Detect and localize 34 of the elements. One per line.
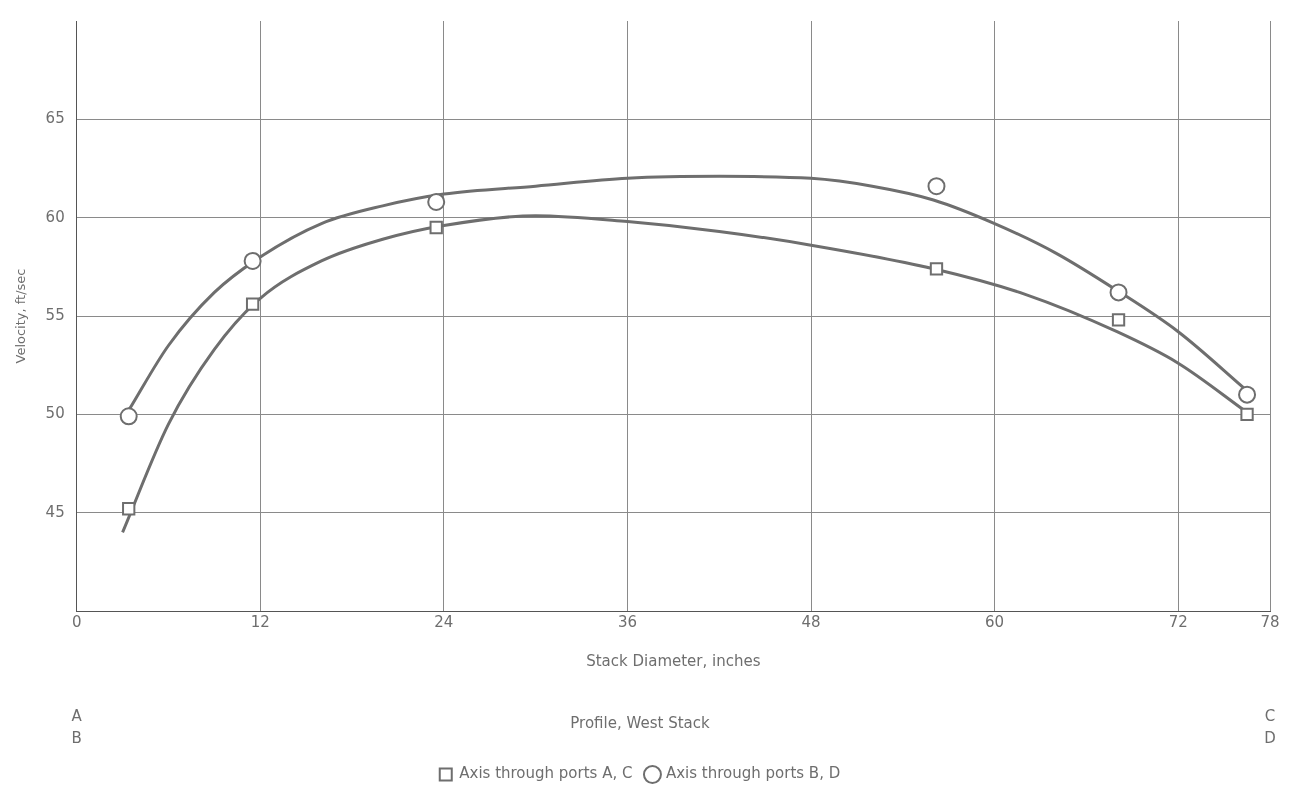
point xyxy=(245,297,260,311)
point xyxy=(1109,283,1128,302)
y-tick-label: 65 xyxy=(45,109,65,128)
point xyxy=(1238,385,1257,404)
y-tick-label: 60 xyxy=(45,207,65,226)
text: B xyxy=(71,728,82,747)
y-tick-label: 45 xyxy=(45,502,65,521)
x-tick-label: 12 xyxy=(250,612,270,631)
point xyxy=(122,502,136,516)
x-tick-label: 24 xyxy=(434,612,454,631)
x-tick-label: 60 xyxy=(985,612,1005,631)
text: A xyxy=(71,706,83,725)
x-tick-label: 48 xyxy=(801,612,821,631)
point xyxy=(427,192,446,211)
text: C xyxy=(1264,706,1276,725)
y-tick-label: 55 xyxy=(45,305,65,324)
x-tick-label: 36 xyxy=(617,612,637,631)
x-tick-label: 72 xyxy=(1168,612,1188,631)
legend-label: Axis through ports A, C xyxy=(459,764,633,783)
y-tick-label: 50 xyxy=(45,404,65,423)
point xyxy=(1111,313,1126,327)
point xyxy=(1240,407,1254,421)
point xyxy=(927,177,946,196)
text: Profile, West Stack xyxy=(570,713,710,732)
x-axis-title: Stack Diameter, inches xyxy=(586,651,761,670)
text: D xyxy=(1264,728,1276,747)
y-axis-title: Velocity, ft/sec xyxy=(13,268,29,364)
point xyxy=(429,220,443,235)
point xyxy=(243,251,262,270)
point xyxy=(119,407,138,426)
x-tick-label: 0 xyxy=(71,612,82,631)
legend-label: Axis through ports B, D xyxy=(665,764,841,783)
point xyxy=(929,262,944,276)
x-tick-label: 78 xyxy=(1260,612,1280,631)
